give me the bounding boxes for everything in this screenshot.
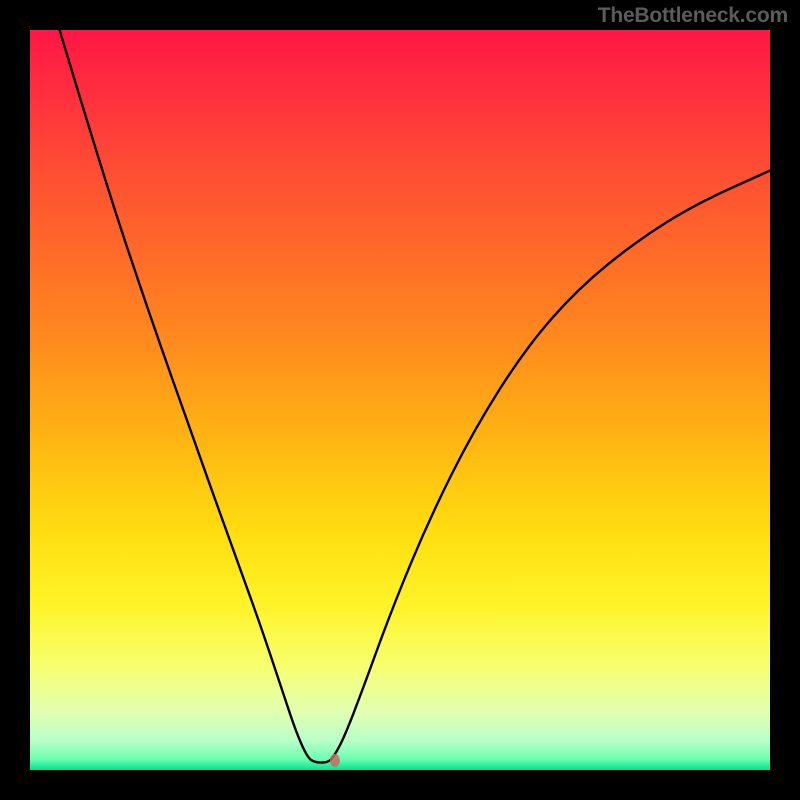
chart-frame: TheBottleneck.com (0, 0, 800, 800)
plot-area (30, 30, 770, 770)
watermark-text: TheBottleneck.com (598, 4, 788, 28)
gradient-background (30, 30, 770, 770)
optimum-marker (330, 754, 340, 767)
plot-svg (30, 30, 770, 770)
